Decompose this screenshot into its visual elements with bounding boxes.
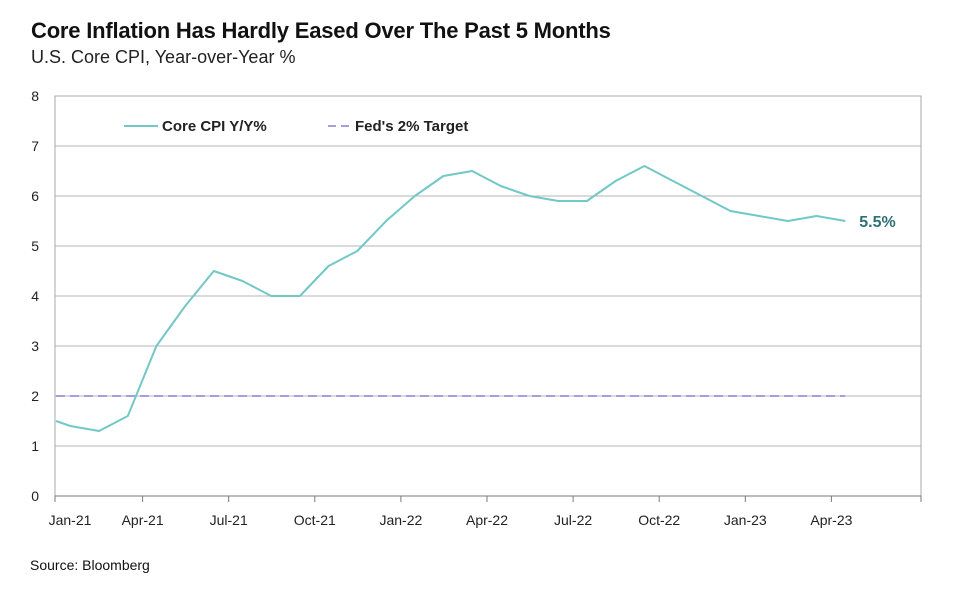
- x-tick-label: Jul-21: [210, 512, 248, 528]
- x-tick-label: Apr-21: [122, 512, 164, 528]
- grid-layer: [55, 95, 921, 447]
- legend: Core CPI Y/Y% Fed's 2% Target: [124, 118, 468, 135]
- chart-title: Core Inflation Has Hardly Eased Over The…: [31, 18, 611, 43]
- x-tick-label: Apr-22: [466, 512, 508, 528]
- y-tick-label: 7: [31, 138, 39, 154]
- x-tick-label: Apr-23: [810, 512, 852, 528]
- y-tick-label: 3: [31, 338, 39, 354]
- y-tick-label: 4: [31, 288, 39, 304]
- x-tick-label: Jan-22: [379, 512, 422, 528]
- y-tick-label: 6: [31, 188, 39, 204]
- x-tick-label: Jan-23: [724, 512, 767, 528]
- y-tick-label: 2: [31, 388, 39, 404]
- y-tick-label: 5: [31, 238, 39, 254]
- y-tick-label: 8: [31, 88, 39, 104]
- chart-subtitle: U.S. Core CPI, Year-over-Year %: [31, 47, 296, 67]
- series-layer: [55, 165, 846, 432]
- x-tick-label: Oct-22: [638, 512, 680, 528]
- last-value-label: 5.5%: [859, 214, 895, 231]
- source-note: Source: Bloomberg: [30, 557, 150, 573]
- x-tick-label: Oct-21: [294, 512, 336, 528]
- x-tick-label: Jan-21: [49, 512, 92, 528]
- core-cpi-line: [55, 165, 846, 432]
- y-tick-label: 1: [31, 438, 39, 454]
- x-tick-label: Jul-22: [554, 512, 592, 528]
- annotation-layer: 5.5%: [859, 214, 895, 231]
- legend-label: Core CPI Y/Y%: [162, 118, 267, 135]
- y-tick-label: 0: [31, 488, 39, 504]
- legend-label: Fed's 2% Target: [355, 118, 468, 135]
- axis-layer: 0 1 2 3 4 5 6 7 8 Jan-21 Apr-21 Jul-21 Oct-21 Jan-22 A…: [31, 88, 922, 528]
